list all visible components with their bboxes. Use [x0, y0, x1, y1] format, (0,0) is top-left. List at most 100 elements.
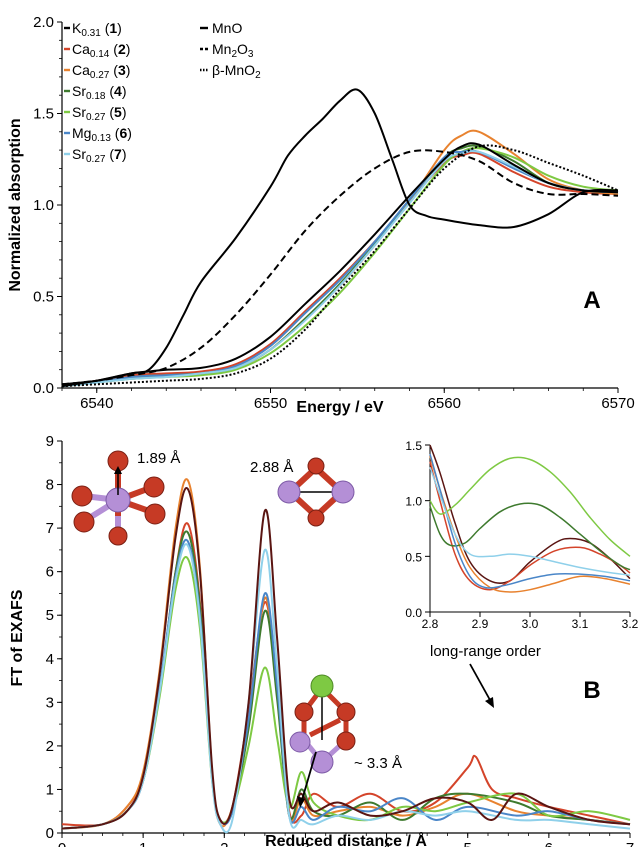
panel-b-exafs: 012345670123456789 Reduced distance / Å …: [9, 433, 639, 847]
exafs-inset: 2.8 2.9 3.0 3.1 3.2 0.0 0.5 1.0 1.5: [405, 439, 638, 631]
mn-atom: [277, 480, 301, 504]
series-line: [429, 467, 631, 577]
x-tick-label: 6: [545, 840, 553, 847]
series-line: [429, 453, 631, 589]
x-tick-label: 1: [139, 840, 147, 847]
series-line: [61, 543, 631, 834]
bond-length-label: 2.88 Å: [250, 459, 293, 476]
x-tick-label: 6540: [80, 395, 113, 412]
legend-item-sr027g: Sr0.27 (5): [64, 104, 127, 123]
legend-label: Ca0.27 (3): [72, 62, 130, 81]
panel-a-legend: K0.31 (1) Ca0.14 (2) Ca0.27 (3) Sr0.18 (…: [64, 20, 261, 165]
series-line: [61, 142, 619, 388]
mn-atom: [289, 731, 311, 753]
sr-mn-cubane-structure: ~ 3.3 Å: [289, 674, 402, 808]
y-tick-label: 0: [46, 825, 54, 842]
series-line: [61, 149, 619, 388]
x-tick-label: 3: [301, 840, 309, 847]
legend-label: Sr0.27 (7): [72, 146, 127, 165]
arrow-head-icon: [297, 796, 305, 808]
series-line: [61, 149, 619, 386]
y-tick-label: 0.0: [405, 606, 422, 620]
x-tick-label: 5: [464, 840, 472, 847]
x-tick-label: 4: [382, 840, 390, 847]
legend-item-mg: Mg0.13 (6): [64, 125, 132, 144]
y-tick-label: 5: [46, 607, 54, 624]
x-tick-label: 6570: [601, 395, 634, 412]
o-atom: [71, 485, 93, 507]
mn-atom: [310, 750, 334, 774]
series-line: [61, 147, 619, 388]
panel-a-letter: A: [583, 287, 600, 314]
y-tick-label: 8: [46, 477, 54, 494]
y-tick-label: 0.5: [33, 289, 54, 306]
x-tick-label: 3.2: [622, 617, 639, 631]
x-tick-label: 6550: [254, 395, 287, 412]
legend-label: Ca0.14 (2): [72, 41, 130, 60]
panel-a-xanes: 6540 6550 6560 6570 0.0 0.5 1.0 1.5 2.0 Energy /…: [7, 14, 635, 416]
legend-item-ca014: Ca0.14 (2): [64, 41, 130, 60]
legend-label: Sr0.27 (5): [72, 104, 127, 123]
o-atom: [144, 503, 166, 525]
peak-pointer-arrow: [469, 663, 491, 701]
legend-ref-label: β-MnO2: [212, 62, 261, 81]
long-range-label: long-range order: [430, 643, 541, 660]
legend-label: Mg0.13 (6): [72, 125, 132, 144]
panel-a-x-title: Energy / eV: [296, 399, 383, 416]
series-line: [61, 144, 619, 388]
legend-item-sr027c: Sr0.27 (7): [64, 146, 127, 165]
series-line: [429, 456, 631, 557]
mno6-octahedron-structure: 1.89 Å: [71, 450, 180, 546]
bond-length-label: 1.89 Å: [137, 450, 180, 467]
y-tick-label: 0.5: [405, 550, 422, 564]
legend-item-ca027: Ca0.27 (3): [64, 62, 130, 81]
x-tick-label: 0: [58, 840, 66, 847]
series-line: [429, 461, 631, 591]
y-tick-label: 3: [46, 694, 54, 711]
x-tick-label: 6560: [428, 395, 461, 412]
x-tick-label: 7: [626, 840, 634, 847]
panel-b-y-title: FT of EXAFS: [9, 589, 26, 686]
legend-item-k: K0.31 (1): [64, 20, 122, 39]
legend-item-mn2o3: Mn2O3: [200, 41, 254, 60]
bond-length-label: ~ 3.3 Å: [354, 755, 402, 772]
o-atom: [336, 702, 356, 722]
series-line: [61, 487, 631, 830]
legend-item-mno2: β-MnO2: [200, 62, 261, 81]
y-tick-label: 1.5: [33, 106, 54, 123]
x-tick-label: 3.1: [572, 617, 589, 631]
series-line: [429, 502, 631, 571]
peak-pointer-arrow: [301, 751, 317, 801]
mn-atom: [331, 480, 355, 504]
o-atom: [294, 702, 314, 722]
y-tick-label: 1.0: [33, 197, 54, 214]
x-tick-label: 2.8: [422, 617, 439, 631]
o-atom: [307, 509, 325, 527]
series-line: [61, 150, 619, 388]
legend-label: K0.31 (1): [72, 20, 122, 39]
y-tick-label: 1.0: [405, 495, 422, 509]
y-tick-label: 0.0: [33, 380, 54, 397]
sr-atom: [310, 674, 334, 698]
y-tick-label: 2.0: [33, 14, 54, 31]
y-tick-label: 6: [46, 564, 54, 581]
y-tick-label: 9: [46, 433, 54, 450]
o-atom: [73, 511, 95, 533]
panel-b-x-title: Reduced distance / Å: [265, 831, 427, 847]
y-tick-label: 4: [46, 651, 54, 668]
series-line: [61, 151, 619, 388]
y-tick-label: 1: [46, 781, 54, 798]
panel-b-letter: B: [583, 677, 600, 704]
y-tick-label: 2: [46, 738, 54, 755]
legend-label: Sr0.18 (4): [72, 83, 127, 102]
o-atom: [108, 526, 128, 546]
x-tick-label: 2: [220, 840, 228, 847]
y-tick-label: 1.5: [405, 439, 422, 453]
arrow-head-icon: [485, 697, 494, 708]
o-atom: [143, 476, 165, 498]
legend-ref-label: Mn2O3: [212, 41, 254, 60]
mn2o2-edge-sharing-structure: 2.88 Å: [250, 457, 355, 527]
x-tick-label: 2.9: [472, 617, 489, 631]
y-tick-label: 7: [46, 520, 54, 537]
